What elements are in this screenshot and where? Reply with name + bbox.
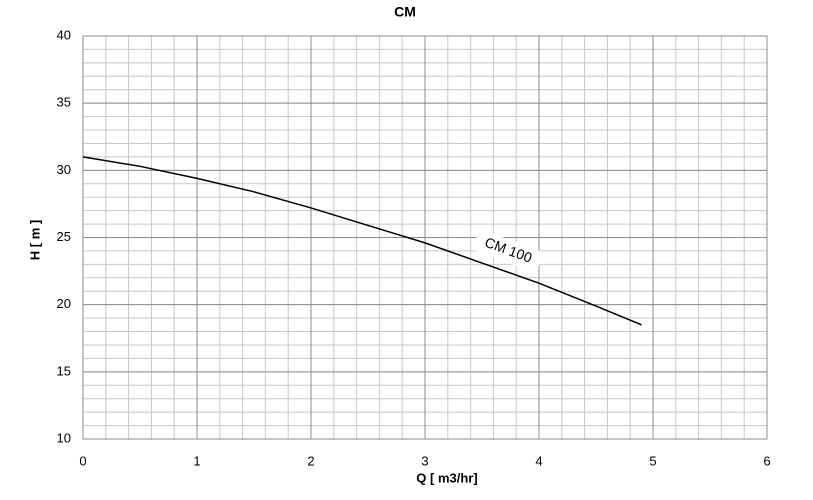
y-tick-label: 35: [57, 95, 71, 110]
x-tick-label: 4: [535, 453, 542, 468]
curve-label-bg: [472, 229, 544, 273]
y-tick-label: 15: [57, 363, 71, 378]
chart-title: CM: [394, 4, 416, 20]
x-tick-label: 2: [307, 453, 314, 468]
x-tick-label: 5: [649, 453, 656, 468]
x-tick-label: 6: [763, 453, 770, 468]
y-tick-label: 20: [57, 296, 71, 311]
y-tick-label: 30: [57, 162, 71, 177]
plot-border: [82, 35, 768, 440]
x-tick-label: 0: [79, 453, 86, 468]
x-tick-label: 3: [421, 453, 428, 468]
x-axis-label: Q [ m3/hr]: [416, 470, 477, 485]
y-axis-label: H [ m ]: [27, 220, 42, 260]
y-tick-label: 25: [57, 229, 71, 244]
x-tick-label: 1: [193, 453, 200, 468]
y-tick-label: 40: [57, 27, 71, 42]
curve: [82, 156, 642, 326]
y-tick-label: 10: [57, 430, 71, 445]
